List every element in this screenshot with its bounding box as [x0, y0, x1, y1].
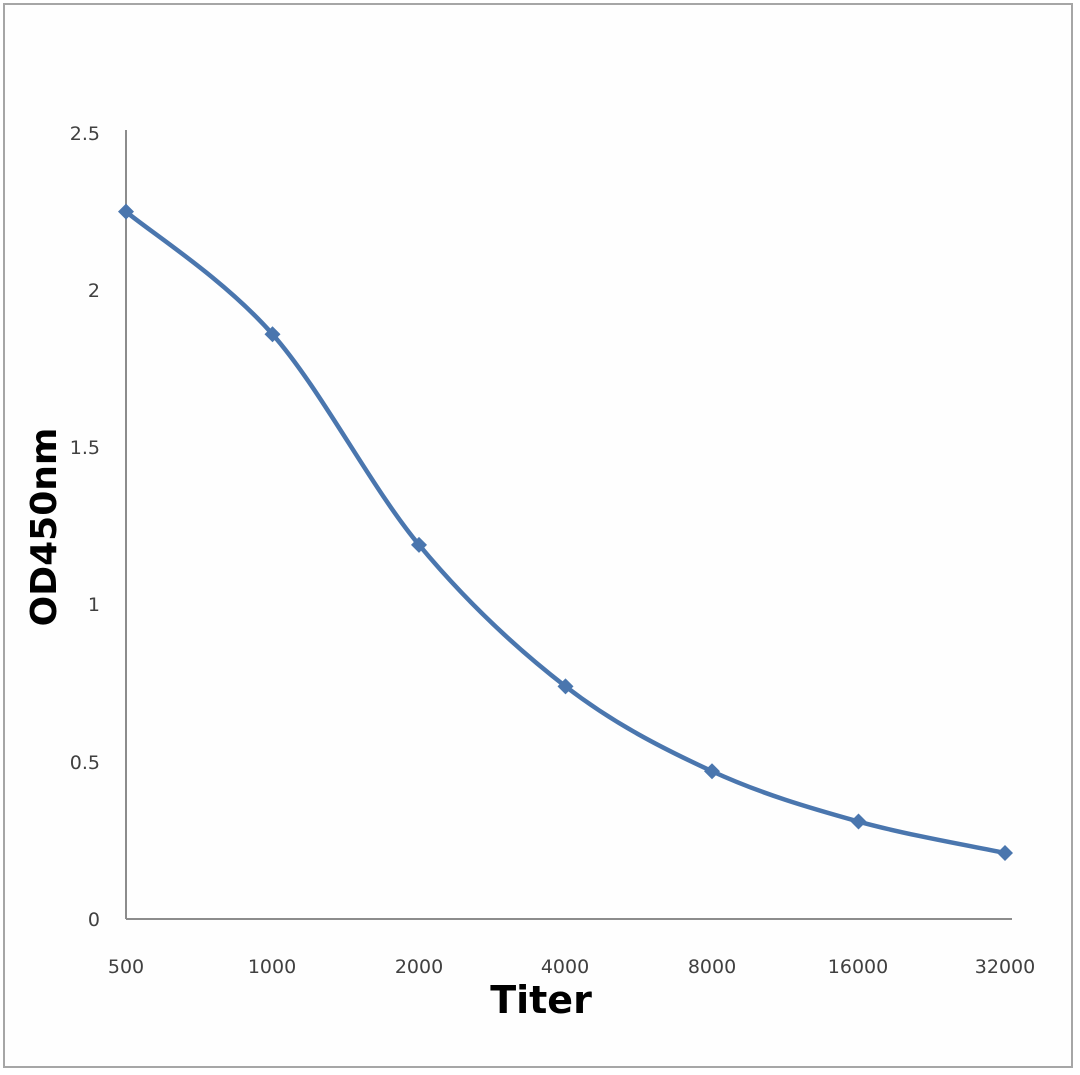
y-tick-labels: 0 0.5 1 1.5 2 2.5 — [70, 123, 100, 931]
x-tick-1000: 1000 — [248, 956, 296, 978]
x-tick-8000: 8000 — [688, 956, 736, 978]
y-tick-2: 2 — [88, 280, 100, 302]
y-tick-2.5: 2.5 — [70, 123, 100, 145]
y-tick-1.5: 1.5 — [70, 437, 100, 459]
diamond-marker-icon — [557, 678, 574, 695]
diamond-marker-icon — [997, 844, 1013, 861]
x-tick-labels: 500 1000 2000 4000 8000 16000 32000 — [108, 956, 1035, 978]
y-tick-1: 1 — [88, 594, 100, 616]
diamond-marker-icon — [411, 536, 427, 553]
diamond-marker-icon — [850, 813, 867, 830]
x-tick-4000: 4000 — [541, 956, 589, 978]
chart-frame — [3, 3, 1073, 1068]
diamond-marker-icon — [118, 203, 134, 220]
diamond-marker-icon — [264, 326, 281, 343]
x-tick-500: 500 — [108, 956, 144, 978]
y-tick-0: 0 — [88, 909, 100, 931]
diamond-marker-icon — [704, 763, 720, 780]
series-line — [123, 209, 1008, 856]
x-tick-2000: 2000 — [395, 956, 443, 978]
y-axis-title: OD450nm — [24, 428, 65, 627]
x-tick-32000: 32000 — [975, 956, 1035, 978]
x-axis-title: Titer — [490, 978, 592, 1022]
y-tick-0.5: 0.5 — [70, 752, 100, 774]
x-tick-16000: 16000 — [828, 956, 888, 978]
series-markers — [118, 203, 1013, 861]
